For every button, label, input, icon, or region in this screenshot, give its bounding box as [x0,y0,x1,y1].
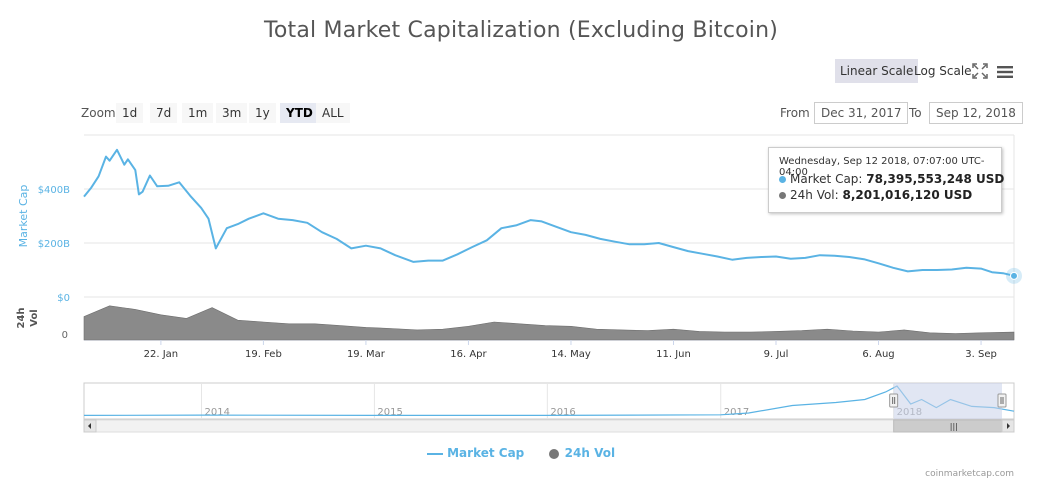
zoom-button-all[interactable]: ALL [316,103,350,123]
tooltip-vol-row: 24h Vol: 8,201,016,120 USD [779,188,972,202]
tooltip-vol-value: 8,201,016,120 USD [842,188,973,202]
legend-vol-label: 24h Vol [564,446,616,460]
scrollbar-grip: ||| [950,422,958,431]
legend-item-market-cap[interactable]: Market Cap [426,446,525,460]
y-tick-label: $200B [38,239,70,250]
x-tick-label: 19. Mar [347,349,386,360]
zoom-button-7d[interactable]: 7d [150,103,178,123]
legend-item-24h-vol[interactable]: 24h Vol [548,446,615,460]
scroll-left-arrow-icon [88,423,91,429]
x-tick-label: 6. Aug [862,349,894,360]
log-scale-button[interactable]: Log Scale [914,64,972,78]
tooltip: Wednesday, Sep 12 2018, 07:07:00 UTC-04:… [768,147,1004,213]
x-tick-label: 3. Sep [965,349,997,360]
scroll-right-arrow-icon [1007,423,1010,429]
zoom-button-1m[interactable]: 1m [182,103,214,123]
from-label: From [780,106,810,120]
to-label: To [909,106,922,120]
circle-swatch-icon [549,448,560,459]
y-tick-label: $0 [57,293,70,304]
legend: Market Cap 24h Vol [0,446,1042,460]
navigator-year-label: 2017 [724,407,749,418]
linear-scale-button[interactable]: Linear Scale [835,59,919,83]
x-tick-label: 9. Jul [764,349,789,360]
navigator-handle [889,393,899,408]
y-axis-label: Market Cap [17,185,30,248]
tooltip-market-cap-label: Market Cap: [790,172,863,186]
tooltip-vol-label: 24h Vol: [790,188,839,202]
credit-link[interactable]: coinmarketcap.com [925,469,1014,479]
vol-dot-icon [779,192,786,199]
x-tick-label: 14. May [551,349,591,360]
navigator-selection [893,383,1002,419]
hover-point [1010,271,1018,280]
market-cap-series [83,148,1015,277]
navigator-frame [83,382,1015,420]
zoom-button-1y[interactable]: 1y [249,103,276,123]
x-tick-label: 22. Jan [144,349,179,360]
navigator-year-label: 2016 [550,407,575,418]
tooltip-market-cap-value: 78,395,553,248 USD [866,172,1005,186]
navigator-year-label: 2014 [204,407,229,418]
vol-axis-label: 24h [16,307,27,328]
chart-title: Total Market Capitalization (Excluding B… [263,18,779,43]
y-tick-label: $400B [38,185,70,196]
menu-icon[interactable] [996,64,1014,83]
zoom-button-1d[interactable]: 1d [116,103,144,123]
x-tick-label: 19. Feb [245,349,282,360]
volume-series [83,305,1015,341]
navigator-year-label: 2015 [377,407,402,418]
market-cap-dot-icon [779,176,786,183]
from-date-input[interactable]: Dec 31, 2017 [814,102,909,124]
x-tick-label: 11. Jun [656,349,691,360]
zoom-label: Zoom [81,106,116,120]
zoom-button-3m[interactable]: 3m [216,103,248,123]
navigator-handle [997,393,1007,408]
line-swatch-icon [426,452,443,455]
tooltip-header: Wednesday, Sep 12 2018, 07:07:00 UTC-04:… [779,156,985,178]
legend-market-cap-label: Market Cap [447,446,525,460]
scrollbar-track [83,419,1015,433]
fullscreen-icon[interactable] [972,63,988,83]
x-tick-label: 16. Apr [450,349,487,360]
to-date-input[interactable]: Sep 12, 2018 [929,102,1023,124]
vol-tick-label: 0 [62,330,68,341]
vol-axis-label: Vol [29,309,40,327]
tooltip-market-cap-row: Market Cap: 78,395,553,248 USD [779,172,1004,186]
zoom-button-ytd[interactable]: YTD [280,103,319,123]
